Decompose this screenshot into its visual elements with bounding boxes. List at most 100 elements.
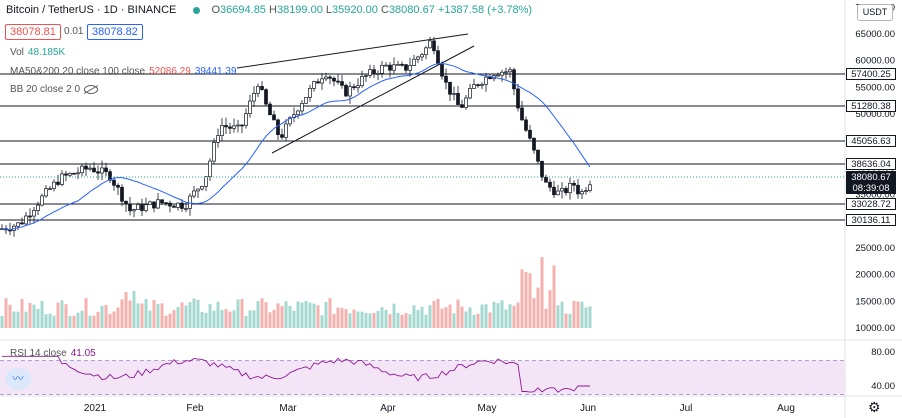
candle-body bbox=[72, 172, 76, 175]
hidden-eye-icon[interactable] bbox=[84, 84, 99, 94]
volume-bar bbox=[136, 303, 140, 328]
volume-bar bbox=[352, 309, 356, 328]
volume-bar bbox=[76, 312, 80, 328]
candle-body bbox=[316, 81, 320, 84]
candle-body bbox=[276, 119, 280, 136]
price-axis-tick: 20000.00 bbox=[855, 270, 895, 281]
candle-body bbox=[468, 88, 472, 99]
volume-bar bbox=[540, 257, 544, 328]
volume-bar bbox=[128, 300, 132, 328]
candle-body bbox=[436, 50, 440, 65]
settings-gear-icon[interactable]: ⚙ bbox=[868, 399, 881, 415]
candle-body bbox=[504, 71, 508, 74]
candle-body bbox=[348, 86, 352, 97]
buy-price-button[interactable]: 38078.82 bbox=[87, 24, 143, 40]
volume-bar bbox=[224, 309, 228, 328]
volume-bar bbox=[12, 311, 16, 328]
candle-body bbox=[400, 63, 404, 66]
volume-legend[interactable]: Vol 48.185K bbox=[10, 47, 66, 58]
candle-body bbox=[208, 160, 212, 177]
volume-bar bbox=[4, 298, 8, 328]
candle-body bbox=[216, 135, 220, 143]
volume-bar bbox=[464, 311, 468, 328]
candle-body bbox=[500, 71, 504, 76]
candle-body bbox=[280, 134, 284, 138]
candle-body bbox=[116, 184, 120, 188]
candle-body bbox=[204, 176, 208, 187]
candle-body bbox=[340, 81, 344, 86]
candle-body bbox=[36, 204, 40, 211]
candle-body bbox=[108, 171, 112, 181]
time-axis-tick: Feb bbox=[186, 403, 204, 414]
candle-body bbox=[404, 64, 408, 71]
volume-bar bbox=[480, 304, 484, 328]
volume-bar bbox=[340, 308, 344, 328]
symbol-title[interactable]: Bitcoin / TetherUS · 1D · BINANCE bbox=[6, 4, 177, 16]
candle-body bbox=[192, 190, 196, 197]
candle-body bbox=[212, 141, 216, 162]
volume-bar bbox=[184, 305, 188, 328]
candle-body bbox=[56, 181, 60, 185]
candle-body bbox=[428, 40, 432, 49]
rsi-band bbox=[0, 360, 845, 395]
candle-body bbox=[584, 190, 588, 192]
volume-bar bbox=[28, 302, 32, 328]
volume-bar bbox=[92, 315, 96, 328]
sell-price-button[interactable]: 38078.81 bbox=[5, 24, 61, 40]
candle-body bbox=[16, 222, 20, 227]
candle-body bbox=[344, 84, 348, 97]
volume-bar bbox=[304, 300, 308, 328]
volume-bar bbox=[556, 305, 560, 328]
candle-body bbox=[308, 87, 312, 98]
price-axis-tick: 25000.00 bbox=[855, 243, 895, 254]
candle-body bbox=[512, 69, 516, 90]
volume-bar bbox=[428, 305, 432, 328]
candle-body bbox=[44, 188, 48, 197]
change-value: +1387.58 (+3.78%) bbox=[437, 4, 533, 16]
candle-body bbox=[52, 181, 56, 189]
candle-body bbox=[256, 86, 260, 94]
rsi-legend[interactable]: RSI 14 close 41.05 bbox=[10, 348, 96, 359]
volume-bar bbox=[508, 304, 512, 328]
time-axis-tick: Aug bbox=[777, 403, 795, 414]
volume-bar bbox=[200, 311, 204, 328]
ma-legend[interactable]: MA50&200 20 close 100 close 52086.29 39441… bbox=[10, 66, 237, 77]
volume-bar bbox=[312, 303, 316, 328]
rsi-axis-tick: 80.00 bbox=[871, 347, 895, 358]
tradingview-logo-icon[interactable]: 〰 bbox=[5, 368, 31, 390]
volume-bar bbox=[172, 310, 176, 328]
volume-bar bbox=[548, 290, 552, 328]
rsi-line bbox=[2, 355, 590, 393]
volume-bar bbox=[452, 313, 456, 328]
currency-button[interactable]: USDT bbox=[857, 4, 893, 21]
candle-body bbox=[92, 167, 96, 173]
volume-bar bbox=[276, 303, 280, 328]
candle-body bbox=[96, 171, 100, 174]
candle-body bbox=[100, 167, 104, 174]
volume-bar bbox=[468, 307, 472, 328]
rsi-value: 41.05 bbox=[70, 348, 96, 359]
time-axis-tick: 2021 bbox=[84, 403, 107, 414]
volume-bar bbox=[456, 299, 460, 328]
candle-body bbox=[244, 113, 248, 126]
volume-bar bbox=[84, 298, 88, 328]
volume-bar bbox=[396, 312, 400, 328]
volume-bar bbox=[532, 298, 536, 328]
volume-bar bbox=[220, 309, 224, 328]
volume-bar bbox=[460, 306, 464, 328]
time-axis-tick: Jun bbox=[580, 403, 596, 414]
candle-body bbox=[548, 181, 552, 188]
volume-bar bbox=[168, 313, 172, 328]
symbol-header: Bitcoin / TetherUS · 1D · BINANCE O36694… bbox=[6, 4, 533, 16]
candle-body bbox=[352, 86, 356, 89]
high-value: 38199.00 bbox=[276, 4, 323, 16]
volume-bar bbox=[320, 315, 324, 328]
candle-body bbox=[408, 65, 412, 71]
volume-bar bbox=[56, 302, 60, 328]
candle-body bbox=[268, 103, 272, 116]
bb-legend[interactable]: BB 20 close 2 0 bbox=[6, 84, 99, 95]
candle-body bbox=[284, 123, 288, 138]
candle-body bbox=[564, 188, 568, 194]
